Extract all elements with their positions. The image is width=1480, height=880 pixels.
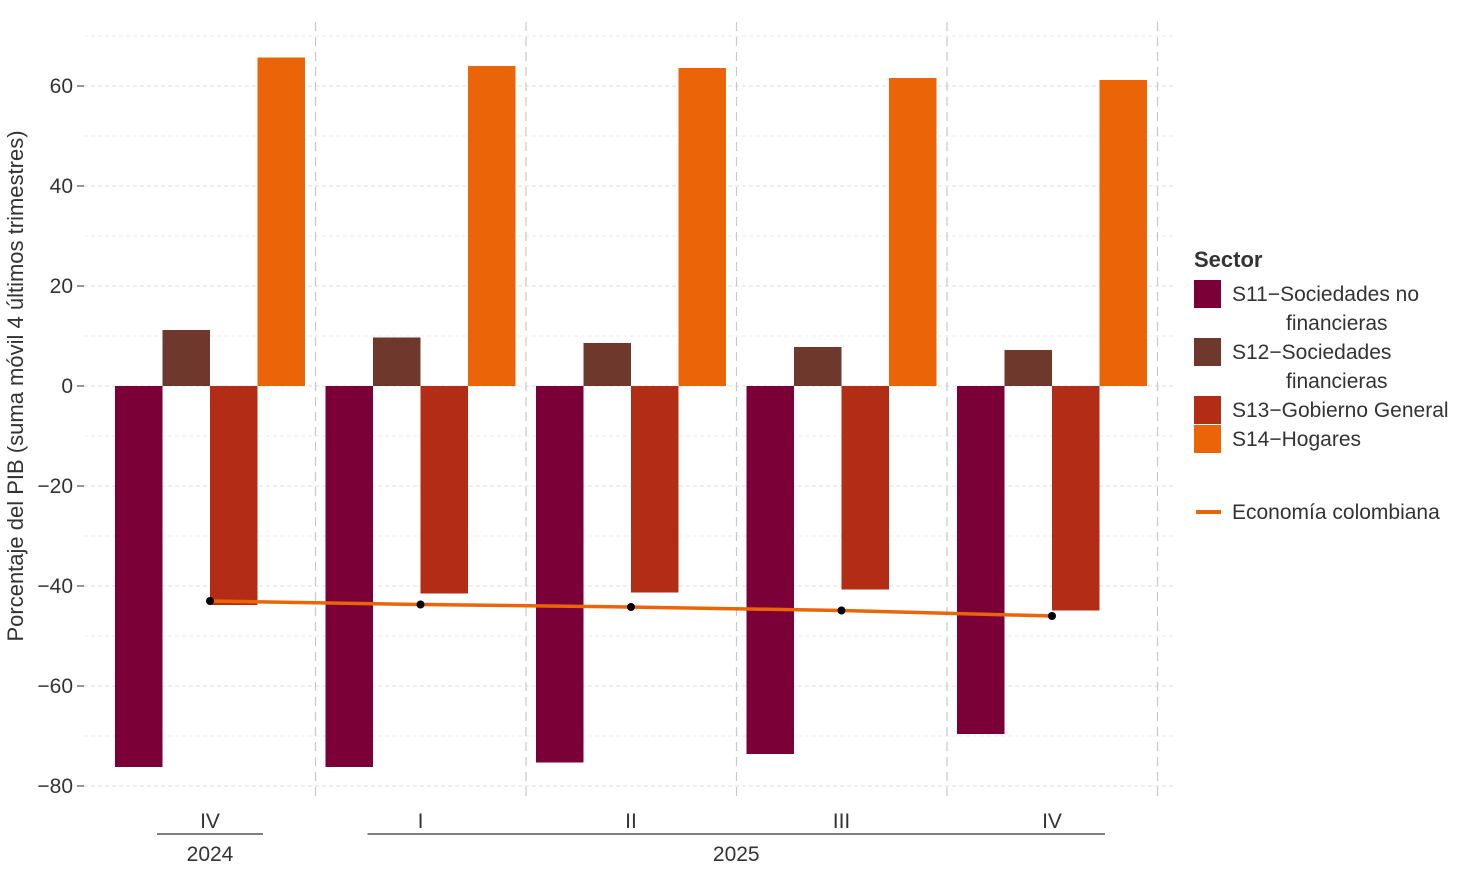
bars-layer xyxy=(115,57,1147,767)
y-tick-label: −80 xyxy=(37,775,73,798)
bar xyxy=(631,386,679,593)
x-tick-label: III xyxy=(833,810,851,833)
bar xyxy=(373,337,421,386)
bar xyxy=(536,386,584,763)
legend-swatch xyxy=(1194,338,1221,366)
legend-label: financieras xyxy=(1286,312,1388,335)
legend-swatch xyxy=(1194,280,1221,308)
bar xyxy=(420,386,468,594)
y-tick-label: 40 xyxy=(50,175,73,198)
legend-label: Economía colombiana xyxy=(1232,501,1440,524)
bar xyxy=(746,386,794,754)
y-tick-label: −20 xyxy=(37,475,73,498)
line-point xyxy=(627,603,635,611)
line-point xyxy=(837,606,846,615)
x-tick-label: IV xyxy=(1042,810,1062,833)
y-tick-label: −60 xyxy=(37,675,73,698)
bar xyxy=(1004,350,1052,386)
line-layer xyxy=(206,597,1056,620)
line-point xyxy=(206,597,214,605)
y-tick-label: 20 xyxy=(50,275,73,298)
bar xyxy=(794,347,842,386)
bar xyxy=(257,57,305,386)
bar xyxy=(162,330,210,386)
bar xyxy=(957,386,1005,734)
bar xyxy=(583,343,631,386)
legend-label: S12−Sociedades xyxy=(1232,341,1391,364)
x-tick-label: IV xyxy=(200,810,220,833)
y-axis-title: Porcentaje del PIB (suma móvil 4 últimos… xyxy=(3,130,28,641)
year-label: 2024 xyxy=(187,843,234,866)
legend-label: S14−Hogares xyxy=(1232,428,1361,451)
bar xyxy=(678,68,726,386)
line-point xyxy=(1048,612,1056,620)
y-tick-label: −40 xyxy=(37,575,73,598)
y-tick-label: 60 xyxy=(50,75,73,98)
bar xyxy=(889,78,937,386)
y-tick-label: 0 xyxy=(61,375,73,398)
legend: Sector S11−Sociedades no financieras S12−S… xyxy=(1194,247,1449,524)
legend-swatch xyxy=(1194,425,1221,453)
bar xyxy=(841,386,889,590)
legend-label: S11−Sociedades no xyxy=(1232,283,1419,306)
bar xyxy=(468,66,516,386)
legend-label: financieras xyxy=(1286,370,1388,393)
x-tick-label: II xyxy=(625,810,637,833)
legend-swatch xyxy=(1194,396,1221,424)
bar xyxy=(115,386,163,767)
y-axis: −80 −60 −40 −20 0 20 40 60 xyxy=(37,75,84,798)
bar xyxy=(1052,386,1100,611)
x-tick-label: I xyxy=(418,810,424,833)
line-point xyxy=(416,600,425,609)
bar xyxy=(325,386,373,767)
legend-label: S13−Gobierno General xyxy=(1232,399,1449,422)
year-label: 2025 xyxy=(713,843,760,866)
legend-title: Sector xyxy=(1194,247,1263,272)
bar xyxy=(210,386,258,605)
bar xyxy=(1099,80,1147,386)
